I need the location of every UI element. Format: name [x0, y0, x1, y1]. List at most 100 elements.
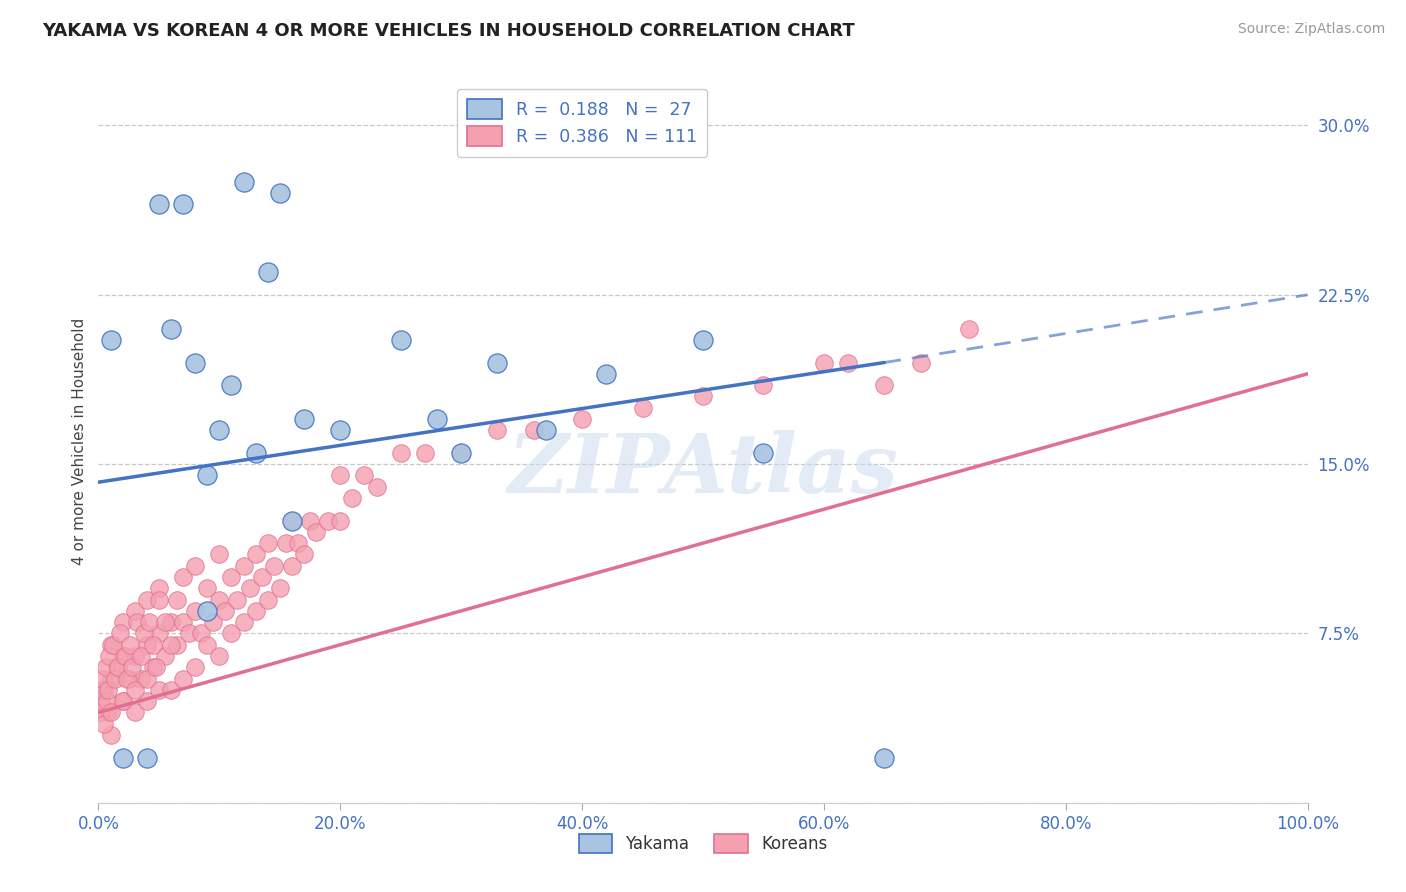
Point — [160, 615, 183, 630]
Point — [366, 480, 388, 494]
Point — [208, 592, 231, 607]
Point — [111, 750, 134, 764]
Point — [329, 514, 352, 528]
Point — [281, 514, 304, 528]
Point — [145, 660, 167, 674]
Point — [89, 706, 111, 720]
Point — [239, 582, 262, 596]
Point — [100, 728, 122, 742]
Point — [91, 682, 114, 697]
Point — [202, 615, 225, 630]
Point — [127, 615, 149, 630]
Point — [274, 536, 297, 550]
Point — [134, 626, 156, 640]
Point — [208, 548, 231, 562]
Point — [631, 401, 654, 415]
Point — [837, 355, 859, 369]
Point — [184, 660, 207, 674]
Point — [172, 615, 194, 630]
Point — [97, 706, 120, 720]
Point — [166, 638, 188, 652]
Point — [114, 648, 136, 663]
Point — [117, 672, 139, 686]
Point — [142, 660, 165, 674]
Point — [124, 682, 146, 697]
Point — [595, 367, 617, 381]
Point — [873, 378, 896, 392]
Point — [329, 468, 352, 483]
Point — [195, 604, 218, 618]
Point — [256, 536, 278, 550]
Text: ZIPAtlas: ZIPAtlas — [508, 431, 898, 510]
Point — [135, 672, 157, 686]
Point — [124, 706, 146, 720]
Point — [190, 626, 212, 640]
Point — [153, 615, 176, 630]
Point — [111, 694, 134, 708]
Point — [135, 638, 157, 652]
Point — [107, 660, 129, 674]
Point — [214, 604, 236, 618]
Point — [389, 333, 412, 347]
Point — [269, 582, 291, 596]
Point — [226, 592, 249, 607]
Point — [305, 524, 328, 539]
Point — [292, 548, 315, 562]
Point — [108, 626, 131, 640]
Point — [221, 570, 243, 584]
Point — [316, 514, 339, 528]
Point — [160, 682, 183, 697]
Point — [195, 468, 218, 483]
Point — [269, 186, 291, 201]
Point — [389, 446, 412, 460]
Point — [148, 592, 170, 607]
Point — [256, 265, 278, 279]
Point — [121, 660, 143, 674]
Point — [450, 446, 472, 460]
Point — [184, 558, 207, 573]
Point — [263, 558, 285, 573]
Point — [97, 682, 120, 697]
Point — [93, 716, 115, 731]
Point — [486, 355, 509, 369]
Point — [94, 660, 117, 674]
Point — [105, 660, 128, 674]
Point — [195, 582, 218, 596]
Point — [292, 412, 315, 426]
Point — [111, 648, 134, 663]
Legend: Yakama, Koreans: Yakama, Koreans — [572, 827, 834, 860]
Point — [124, 604, 146, 618]
Point — [329, 423, 352, 437]
Point — [148, 582, 170, 596]
Point — [245, 446, 267, 460]
Point — [287, 536, 309, 550]
Point — [129, 648, 152, 663]
Point — [353, 468, 375, 483]
Point — [135, 592, 157, 607]
Point — [281, 514, 304, 528]
Point — [245, 604, 267, 618]
Point — [91, 672, 114, 686]
Point — [195, 638, 218, 652]
Point — [957, 321, 980, 335]
Point — [160, 321, 183, 335]
Point — [118, 638, 141, 652]
Point — [148, 626, 170, 640]
Point — [232, 175, 254, 189]
Point — [148, 197, 170, 211]
Point — [426, 412, 449, 426]
Point — [124, 648, 146, 663]
Point — [148, 682, 170, 697]
Point — [221, 378, 243, 392]
Point — [153, 648, 176, 663]
Point — [135, 750, 157, 764]
Point — [873, 750, 896, 764]
Point — [256, 592, 278, 607]
Text: YAKAMA VS KOREAN 4 OR MORE VEHICLES IN HOUSEHOLD CORRELATION CHART: YAKAMA VS KOREAN 4 OR MORE VEHICLES IN H… — [42, 22, 855, 40]
Point — [100, 333, 122, 347]
Point — [100, 638, 122, 652]
Point — [450, 446, 472, 460]
Point — [692, 389, 714, 403]
Point — [138, 615, 160, 630]
Point — [208, 423, 231, 437]
